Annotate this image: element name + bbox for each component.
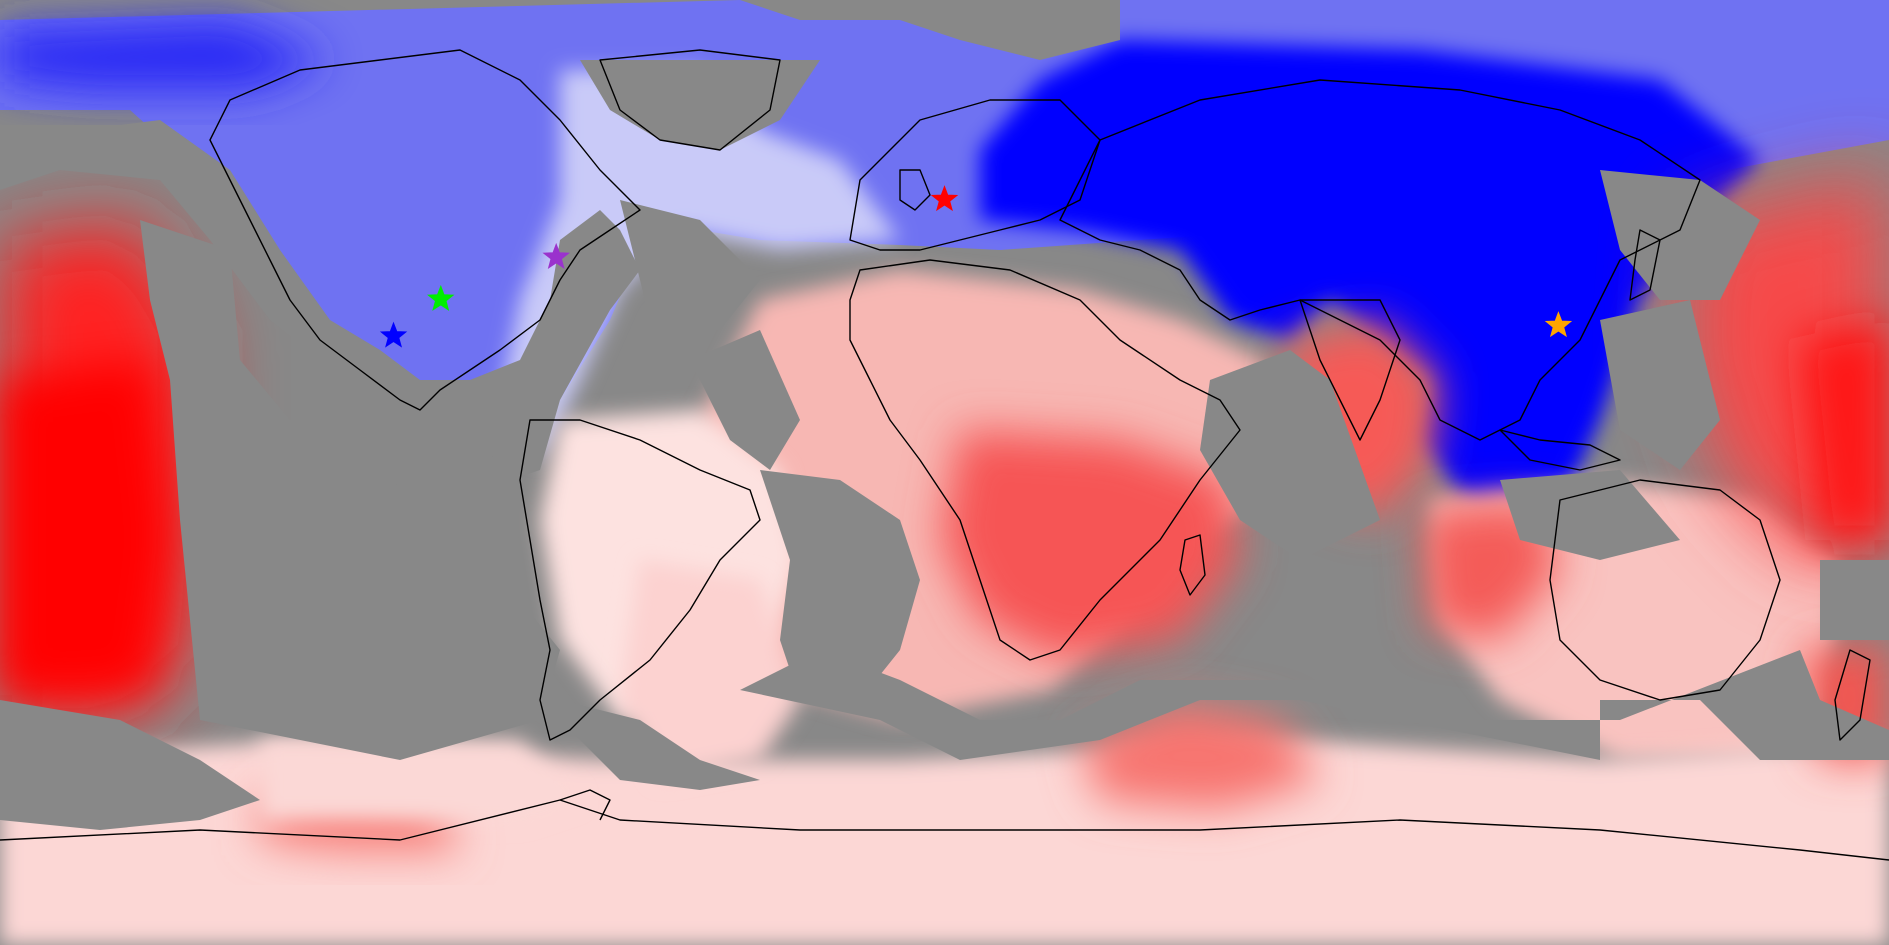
coast-uk	[899, 169, 931, 211]
coast-europe	[849, 99, 1101, 251]
green-star-marker	[427, 284, 455, 311]
coast-australia	[1549, 479, 1781, 701]
field-east-asia-blue	[980, 40, 1760, 520]
field-southern-red-arc	[1080, 700, 1320, 810]
land-east-pacific-grey	[1600, 170, 1760, 300]
field-south-pacific-pale	[260, 740, 580, 820]
coast-japan	[1629, 229, 1661, 301]
coast-greenland	[599, 49, 781, 151]
land-atlantic-grey	[760, 470, 920, 700]
land-south-atlantic-grey	[690, 330, 800, 470]
field-arctic-pale	[500, 70, 900, 460]
purple-star-marker	[542, 242, 570, 269]
land-indian-grey	[1200, 350, 1380, 560]
land-greenland	[580, 60, 820, 150]
coast-new-zealand	[1834, 649, 1871, 741]
field-deep-blue-north	[0, 20, 330, 90]
coast-antarctica	[0, 799, 1889, 861]
coast-india	[1299, 299, 1401, 441]
land-mid-atlantic-grey	[620, 200, 760, 330]
field-atlantic-south-pale	[620, 560, 800, 780]
coast-north-america	[209, 49, 641, 411]
red-star-marker	[930, 185, 959, 212]
land-southern-grey	[0, 700, 260, 830]
land-south-australia-grey	[1820, 560, 1889, 640]
land-west-australia-grey	[1600, 300, 1720, 470]
orange-star-marker	[1544, 311, 1573, 338]
land-southern-mid-grey	[740, 650, 1889, 760]
field-africa-red	[940, 430, 1240, 660]
field-pacific-east-core	[1800, 320, 1889, 540]
coast-antarctic-peninsula	[559, 789, 611, 821]
no-data-land	[0, 0, 1889, 830]
coast-south-america	[519, 419, 761, 741]
coastlines	[0, 49, 1889, 861]
coast-africa	[849, 259, 1241, 661]
coast-madagascar	[1179, 534, 1206, 596]
coast-indonesia	[1499, 429, 1621, 471]
land-north-america	[0, 120, 640, 480]
markers-layer	[379, 185, 1573, 348]
coast-asia	[1059, 79, 1701, 441]
land-mid-grey-band	[1500, 470, 1680, 560]
land-southern-pacific-grey	[420, 700, 760, 790]
blue-star-marker	[379, 321, 408, 348]
land-arctic-grey	[740, 0, 1120, 60]
field-pacific-west-core	[0, 360, 170, 700]
land-pacific-grey	[140, 220, 560, 760]
